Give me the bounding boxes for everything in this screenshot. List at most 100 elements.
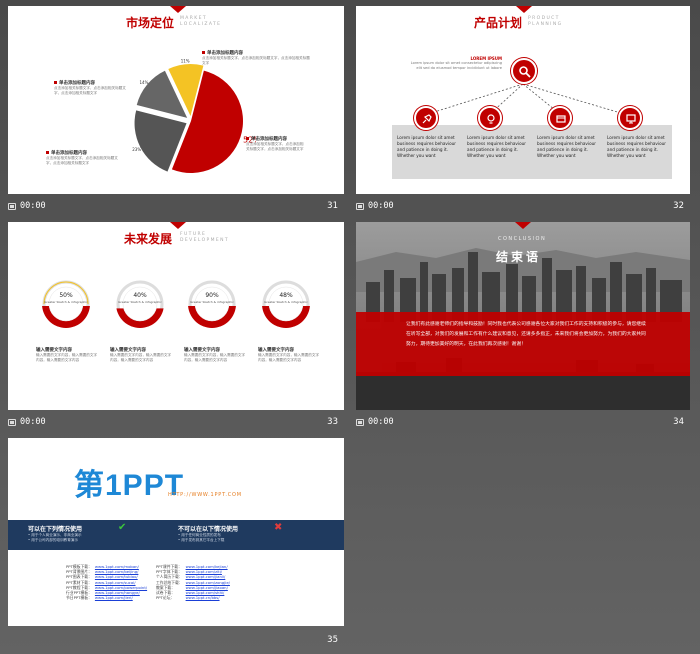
resource-link[interactable]: www.1ppt.com/hangye/ [94, 590, 140, 596]
slide-timing: 00:00 [368, 201, 394, 211]
resource-link[interactable]: www.1ppt.com/powerpoint/ [94, 584, 148, 590]
slide-thumbnail-31[interactable]: 市场定位 MARKET LOCALIZATE 52% 23% 14% 11% 单击添加… [8, 6, 344, 194]
rocket-icon [414, 106, 438, 130]
slide-subtitle: MARKET LOCALIZATE [180, 16, 222, 27]
can-use-item: • 用于公司内部的培训教育演示 [28, 538, 78, 542]
pie-legend-item: 单击添加标题内容 点击添加相关标题文字，点击添加相关标题文字，点击添加相关标题文… [46, 150, 118, 166]
slide-number: 33 [327, 417, 338, 427]
slide-title: 结束语 [496, 250, 542, 264]
gauge-caption: Greater Sketch & infographic [118, 300, 162, 304]
conclusion-label: CONCLUSION [498, 236, 547, 242]
future-item-text: 输入需要的文字内容，输入需要的文字内容，输入需要的文字内容 [184, 353, 246, 362]
future-item: 输入需要文字内容 输入需要的文字内容，输入需要的文字内容，输入需要的文字内容 [258, 347, 322, 363]
slide-subtitle: FUTURE DEVELOPMENT [180, 232, 230, 243]
future-item-title: 输入需要文字内容 [184, 348, 220, 353]
resource-link[interactable]: www.1ppt.com/ziti/ [185, 569, 222, 575]
future-item-text: 输入需要的文字内容，输入需要的文字内容，输入需要的文字内容 [258, 353, 320, 362]
gauge-graphic [42, 280, 90, 328]
legend-title: 单击添加标题内容 [251, 137, 287, 142]
title-marker [170, 222, 186, 229]
resource-link[interactable]: www.1ppt.com/moban/ [94, 564, 139, 569]
cannot-use-title: 不可以在以下情况使用 [178, 526, 239, 533]
gauge-graphic [116, 280, 164, 328]
future-item-title: 输入需要文字内容 [110, 348, 146, 353]
resource-link[interactable]: www.1ppt.cn/bbs/ [185, 595, 220, 601]
pie-slice [136, 70, 188, 118]
title-marker [516, 6, 532, 13]
plan-box: Lorem ipsum dolor sit amet business requ… [602, 125, 672, 179]
cannot-use-item: • 用于发布到其它平台上下载 [178, 538, 225, 542]
future-item: 输入需要文字内容 输入需要的文字内容，输入需要的文字内容，输入需要的文字内容 [110, 347, 174, 363]
future-item: 输入需要文字内容 输入需要的文字内容，输入需要的文字内容，输入需要的文字内容 [184, 347, 248, 363]
gauge-inner [268, 286, 304, 322]
pie-slice [171, 70, 244, 174]
slide-timing: 00:00 [368, 417, 394, 427]
pie-slice-label: 11% [181, 58, 190, 63]
gauge-inner [48, 286, 84, 322]
slide-timing: 00:00 [20, 201, 46, 211]
slide-transition-icon [8, 202, 16, 210]
cannot-use-item: • 用于任何商业性质的发布 [178, 533, 221, 537]
slide-thumbnail-34[interactable]: CONCLUSION 结束语 让我们有此感谢老师们的指导和鼓励！同时我也代表公司… [356, 222, 690, 410]
pie-slice-label: 52% [243, 136, 256, 145]
progress-gauge: 90% Greater Sketch & infographic [186, 278, 238, 334]
cross-icon: ✖ [274, 522, 283, 533]
gauge-caption: Greater Sketch & infographic [264, 300, 308, 304]
gauge-graphic [188, 280, 236, 328]
slide-transition-icon [8, 418, 16, 426]
slide-thumbnail-35[interactable]: 第1PPT HTTP://WWW.1PPT.COM 可以在下列情况使用 ✔ • … [8, 438, 344, 626]
future-item-title: 输入需要文字内容 [36, 348, 72, 353]
slide-number: 31 [327, 201, 338, 211]
legend-text: 点击添加相关标题文字，点击添加相关标题文字，点击添加相关标题文字 [46, 156, 118, 165]
resource-link[interactable]: www.1ppt.com/zongjie/ [185, 579, 230, 585]
slide-meta-33: 00:00 33 [8, 412, 344, 432]
resource-link[interactable]: www.1ppt.com/jiaoan/ [185, 584, 228, 590]
resource-links-left: PPT模板下载： PPT背景图片： PPT图表下载： PPT素材下载： PPT教程下载：… [66, 564, 148, 601]
conclusion-text: 让我们有此感谢老师们的指导和鼓励！同时我也代表公司感谢各位大家对我们工作的支持和… [406, 322, 646, 347]
legend-title: 单击添加标题内容 [59, 81, 95, 86]
plan-box-text: Lorem ipsum dolor sit amet business requ… [537, 135, 597, 158]
slide-thumbnail-33[interactable]: 未来发展 FUTURE DEVELOPMENT 50% Greater Sket… [8, 222, 344, 410]
resource-link[interactable]: www.1ppt.com/jieri/ [94, 595, 133, 601]
title-marker [515, 222, 531, 229]
plan-box: Lorem ipsum dolor sit amet business requ… [462, 125, 532, 179]
logo-1ppt: 第1PPT [74, 469, 185, 502]
slide-meta-32: 00:00 32 [356, 196, 690, 216]
conclusion-banner: 让我们有此感谢老师们的指导和鼓励！同时我也代表公司感谢各位大家对我们工作的支持和… [356, 312, 690, 376]
pie-legend-item: 单击添加标题内容 点击添加相关标题文字，点击添加相关标题文字，点击添加相关标题文… [246, 136, 306, 152]
legend-text: 点击添加相关标题文字，点击添加相关标题文字，点击添加相关标题文字 [202, 56, 310, 65]
resource-link[interactable]: www.1ppt.com/kejian/ [185, 564, 228, 569]
gauge-caption: Greater Sketch & infographic [190, 300, 234, 304]
slide-meta-31: 00:00 31 [8, 196, 344, 216]
gauge-percent: 90% [205, 292, 219, 299]
resource-links-right: PPT课件下载： PPT字体下载： 个人简历下载： 工作总结下载： 教案下载： 试卷下载：… [156, 564, 230, 601]
pie-legend-item: 单击添加标题内容 点击添加相关标题文字，点击添加相关标题文字，点击添加相关标题文… [54, 80, 126, 96]
future-item-text: 输入需要的文字内容，输入需要的文字内容，输入需要的文字内容 [36, 353, 98, 362]
slide-meta-35: 35 [8, 630, 344, 650]
legend-title: 单击添加标题内容 [51, 151, 87, 156]
progress-gauge: 40% Greater Sketch & infographic [114, 278, 166, 334]
lightbulb-icon [478, 106, 502, 130]
intro-title: LOREM IPSUM [470, 56, 502, 61]
plan-box-text: Lorem ipsum dolor sit amet business requ… [397, 135, 457, 158]
intro-block: LOREM IPSUM Lorem ipsum dolor sit amet c… [410, 56, 502, 71]
logo-url: HTTP://WWW.1PPT.COM [168, 492, 242, 498]
resource-link[interactable]: www.1ppt.com/beijing/ [94, 569, 139, 575]
slide-title: 未来发展 [124, 232, 173, 246]
slide-thumbnail-32[interactable]: 产品计划 PRODUCT PLANNING LOREM IPSUM Lorem … [356, 6, 690, 194]
plan-box-text: Lorem ipsum dolor sit amet business requ… [467, 135, 527, 158]
resource-link[interactable]: www.1ppt.com/jianli/ [185, 574, 226, 580]
future-item: 输入需要文字内容 输入需要的文字内容，输入需要的文字内容，输入需要的文字内容 [36, 347, 100, 363]
checkmark-icon: ✔ [118, 522, 127, 533]
resource-link[interactable]: www.1ppt.com/sucai/ [94, 579, 136, 585]
slide-transition-icon [356, 202, 364, 210]
slide-transition-icon [356, 418, 364, 426]
title-marker [170, 6, 186, 13]
resource-link[interactable]: www.1ppt.com/tubiao/ [94, 574, 138, 580]
slide-meta-34: 00:00 34 [356, 412, 690, 432]
slide-title: 市场定位 [126, 16, 175, 30]
future-item-text: 输入需要的文字内容，输入需要的文字内容，输入需要的文字内容 [110, 353, 172, 362]
monitor-icon [618, 106, 642, 130]
gauge-graphic [262, 280, 310, 328]
resource-link[interactable]: www.1ppt.com/shiti/ [185, 590, 225, 596]
